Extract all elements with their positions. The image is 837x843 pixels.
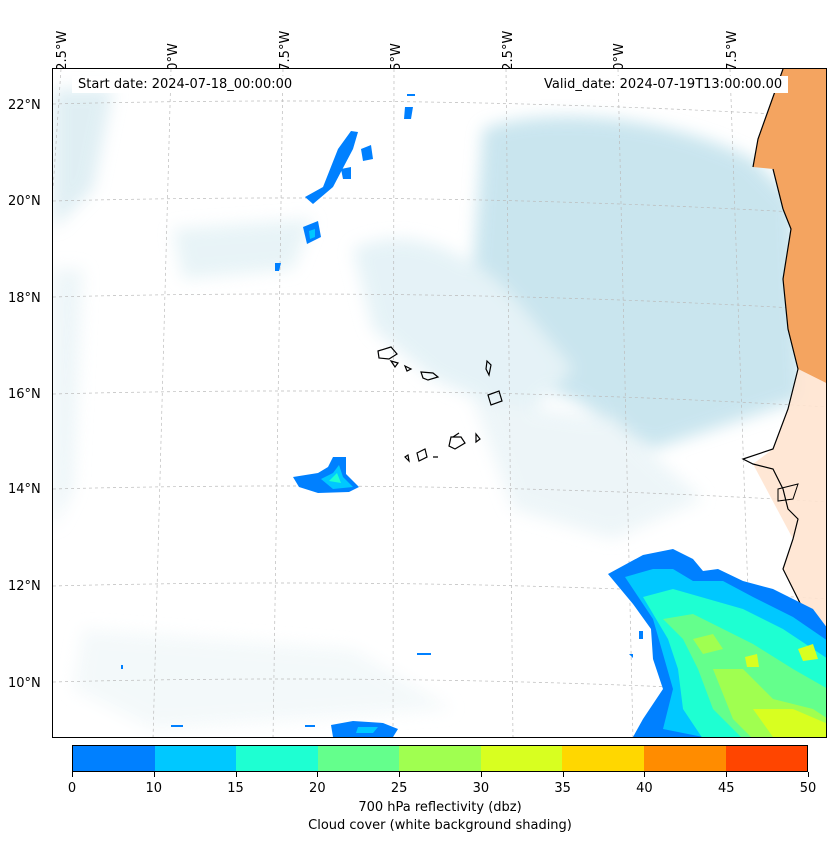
lat-label: 20°N <box>8 194 41 209</box>
colorbar-tick-label: 25 <box>390 781 408 796</box>
colorbar-tick-label: 40 <box>636 781 653 796</box>
colorbar-segment <box>480 746 563 771</box>
colorbar-tick <box>644 772 646 777</box>
colorbar-title: 700 hPa reflectivity (dbz) <box>358 800 522 815</box>
cloud-cover-shading <box>53 89 803 729</box>
map-panel[interactable] <box>52 68 827 738</box>
valid-date-label: Valid_date: 2024-07-19T13:00:00.00 <box>538 76 789 93</box>
colorbar-tick-label: 15 <box>227 781 244 796</box>
colorbar-tick <box>72 772 73 777</box>
reflectivity-south-blobs <box>121 631 643 737</box>
colorbar-tick-label: 50 <box>799 781 817 796</box>
colorbar-tick <box>562 772 564 777</box>
colorbar-segment <box>154 746 237 771</box>
colorbar-segment <box>725 746 808 771</box>
colorbar-segment <box>236 746 318 771</box>
lat-label: 12°N <box>8 579 41 594</box>
colorbar-tick-label: 20 <box>309 781 326 796</box>
colorbar-tick-label: 30 <box>472 781 490 796</box>
reflectivity-mid-blob <box>293 457 359 493</box>
cape-verde-islands <box>377 346 503 463</box>
colorbar-segment <box>643 746 726 771</box>
colorbar-segment <box>317 746 400 771</box>
reflectivity-storm-complex <box>608 549 826 737</box>
land-africa <box>741 69 826 629</box>
colorbar-tick-label: 35 <box>554 781 571 796</box>
colorbar-tick <box>235 772 237 777</box>
map-canvas <box>53 69 826 737</box>
colorbar-tick-label: 10 <box>145 781 163 796</box>
lat-label: 16°N <box>8 387 41 402</box>
colorbar-tick <box>317 772 319 777</box>
colorbar-tick <box>399 772 401 777</box>
colorbar-tick <box>808 772 809 777</box>
lat-label: 22°N <box>8 98 41 113</box>
colorbar-segment <box>562 746 644 771</box>
lat-label: 14°N <box>8 482 41 497</box>
colorbar-tick-label: 45 <box>717 781 735 796</box>
lat-label: 18°N <box>8 291 41 306</box>
colorbar-segment <box>73 746 155 771</box>
colorbar-tick <box>726 772 728 777</box>
lat-label: 10°N <box>8 676 41 691</box>
colorbar-segment <box>399 746 481 771</box>
colorbar <box>72 745 808 772</box>
reflectivity-north-blobs <box>275 94 415 271</box>
colorbar-tick-label: 0 <box>67 781 77 796</box>
colorbar-tick <box>480 772 482 777</box>
start-date-label: Start date: 2024-07-18_00:00:00 <box>72 76 299 93</box>
colorbar-subtitle: Cloud cover (white background shading) <box>308 818 572 833</box>
colorbar-tick <box>153 772 155 777</box>
